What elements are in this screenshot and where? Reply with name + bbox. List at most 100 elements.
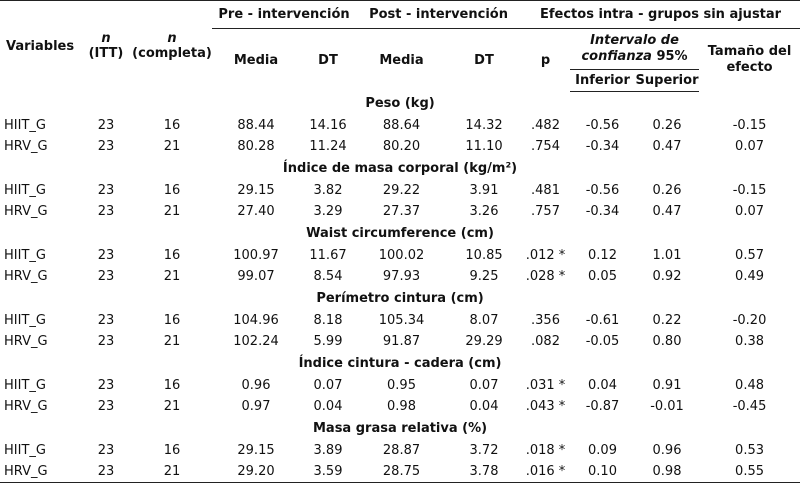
post-mean-cell: 28.87 xyxy=(382,443,421,458)
header-effect-size: Tamaño del efecto xyxy=(699,29,800,92)
effect-size-cell: 0.48 xyxy=(735,378,764,393)
table-row: HIIT_G 23 16 104.96 8.18 105.34 8.07 .356 -0.61 0… xyxy=(0,310,800,331)
header-effect-line2: efecto xyxy=(726,60,773,76)
section-title: Índice de masa corporal (kg/m²) xyxy=(282,161,518,176)
header-n-itt-letter: n xyxy=(101,31,111,47)
post-mean-cell: 100.02 xyxy=(378,248,425,263)
pre-mean-cell: 27.40 xyxy=(237,204,275,219)
effect-size-cell: -0.15 xyxy=(732,183,767,198)
section-header-row: Índice de masa corporal (kg/m²) xyxy=(0,157,800,180)
p-value-cell: .043 * xyxy=(525,399,566,414)
p-value-cell: .018 * xyxy=(525,443,566,458)
pre-sd-cell: 8.18 xyxy=(313,313,343,328)
n-completa-cell: 16 xyxy=(163,248,181,263)
n-completa-cell: 21 xyxy=(163,334,181,349)
ci-lower-cell: -0.61 xyxy=(585,313,620,328)
n-completa-cell: 16 xyxy=(163,313,181,328)
ci-lower-cell: -0.34 xyxy=(585,139,620,154)
n-itt-cell: 23 xyxy=(97,334,115,349)
header-confidence-interval: Intervalo de confianza 95% xyxy=(570,28,700,70)
header-ci-line2: confianza xyxy=(581,49,652,64)
ci-lower-cell: -0.56 xyxy=(585,118,620,133)
pre-sd-cell: 5.99 xyxy=(313,334,343,349)
group-cell: HIIT_G xyxy=(4,183,46,198)
p-value-cell: .082 xyxy=(531,334,560,349)
post-sd-cell: 3.91 xyxy=(469,183,499,198)
group-cell: HRV_G xyxy=(4,399,48,414)
header-n-completa: n (completa) xyxy=(132,1,212,92)
pre-mean-cell: 29.15 xyxy=(237,183,275,198)
n-completa-cell: 21 xyxy=(163,269,181,284)
header-n-comp-letter: n xyxy=(167,31,177,47)
group-cell: HIIT_G xyxy=(4,313,46,328)
header-superior: Superior xyxy=(635,69,700,92)
header-effects: Efectos intra - grupos sin ajustar xyxy=(521,0,800,29)
effect-size-cell: 0.49 xyxy=(735,269,764,284)
ci-upper-cell: 0.96 xyxy=(652,443,682,458)
post-sd-cell: 0.04 xyxy=(469,399,499,414)
section-header-row: Peso (kg) xyxy=(0,92,800,116)
section-title: Masa grasa relativa (%) xyxy=(312,421,488,436)
table-body: Peso (kg) HIIT_G 23 16 88.44 14.16 88.64 14.32.… xyxy=(0,92,800,483)
p-value-cell: .481 xyxy=(531,183,560,198)
section-header-row: Perímetro cintura (cm) xyxy=(0,287,800,310)
table-row: HIIT_G 23 16 88.44 14.16 88.64 14.32 .482 -0.56 0… xyxy=(0,115,800,136)
post-sd-cell: 3.26 xyxy=(469,204,499,219)
effect-size-cell: 0.53 xyxy=(735,443,764,458)
ci-lower-cell: 0.05 xyxy=(588,269,617,284)
n-itt-cell: 23 xyxy=(97,204,115,219)
pre-sd-cell: 0.07 xyxy=(313,378,343,393)
post-mean-cell: 29.22 xyxy=(382,183,421,198)
post-mean-cell: 80.20 xyxy=(382,139,421,154)
pre-mean-cell: 0.97 xyxy=(241,399,271,414)
header-pre: Pre - intervención xyxy=(212,0,357,29)
post-sd-cell: 3.72 xyxy=(469,443,499,458)
ci-lower-cell: -0.87 xyxy=(585,399,620,414)
p-value-cell: .754 xyxy=(531,139,560,154)
n-completa-cell: 21 xyxy=(163,204,181,219)
post-sd-cell: 14.32 xyxy=(465,118,503,133)
effect-size-cell: -0.45 xyxy=(732,399,767,414)
group-cell: HIIT_G xyxy=(4,378,46,393)
effect-size-cell: -0.20 xyxy=(732,313,767,328)
ci-upper-cell: 0.91 xyxy=(652,378,682,393)
group-cell: HRV_G xyxy=(4,269,48,284)
ci-upper-cell: 1.01 xyxy=(652,248,682,263)
table-row: HRV_G 23 21 0.97 0.04 0.98 0.04 .043 * -0.87 -0.0… xyxy=(0,396,800,417)
pre-sd-cell: 8.54 xyxy=(313,269,343,284)
group-cell: HRV_G xyxy=(4,204,48,219)
effect-size-cell: 0.38 xyxy=(735,334,764,349)
post-mean-cell: 105.34 xyxy=(378,313,425,328)
header-effect-line1: Tamaño del xyxy=(707,44,792,60)
pre-mean-cell: 104.96 xyxy=(233,313,279,328)
n-itt-cell: 23 xyxy=(97,313,115,328)
post-sd-cell: 9.25 xyxy=(469,269,499,284)
table-row: HRV_G 23 21 80.28 11.24 80.20 11.10 .754 -0.34 0.… xyxy=(0,136,800,157)
effect-size-cell: 0.57 xyxy=(735,248,764,263)
ci-lower-cell: 0.04 xyxy=(588,378,617,393)
group-cell: HIIT_G xyxy=(4,118,46,133)
pre-mean-cell: 29.15 xyxy=(237,443,275,458)
table-row: HIIT_G 23 16 100.97 11.67 100.02 10.85 .012 * 0.… xyxy=(0,245,800,266)
ci-lower-cell: -0.05 xyxy=(585,334,620,349)
ci-lower-cell: 0.09 xyxy=(588,443,617,458)
section-header-row: Índice cintura - cadera (cm) xyxy=(0,352,800,375)
header-n-itt: n (ITT) xyxy=(80,1,132,92)
table-row: HRV_G 23 21 99.07 8.54 97.93 9.25 .028 * 0.05 0.9… xyxy=(0,266,800,287)
n-itt-cell: 23 xyxy=(97,183,115,198)
effect-size-cell: 0.07 xyxy=(735,139,764,154)
post-mean-cell: 0.95 xyxy=(387,378,416,393)
n-itt-cell: 23 xyxy=(97,139,115,154)
p-value-cell: .757 xyxy=(531,204,560,219)
header-pre-media: Media xyxy=(233,52,279,68)
section-title: Índice cintura - cadera (cm) xyxy=(298,356,502,371)
header-inferior: Inferior xyxy=(570,69,636,92)
p-value-cell: .028 * xyxy=(525,269,566,284)
pre-sd-cell: 11.24 xyxy=(309,139,347,154)
post-mean-cell: 88.64 xyxy=(382,118,421,133)
post-sd-cell: 0.07 xyxy=(469,378,499,393)
header-variables: Variables xyxy=(6,38,75,54)
table-row: HIIT_G 23 16 29.15 3.89 28.87 3.72 .018 * 0.09 0.… xyxy=(0,440,800,461)
pre-mean-cell: 100.97 xyxy=(233,248,279,263)
